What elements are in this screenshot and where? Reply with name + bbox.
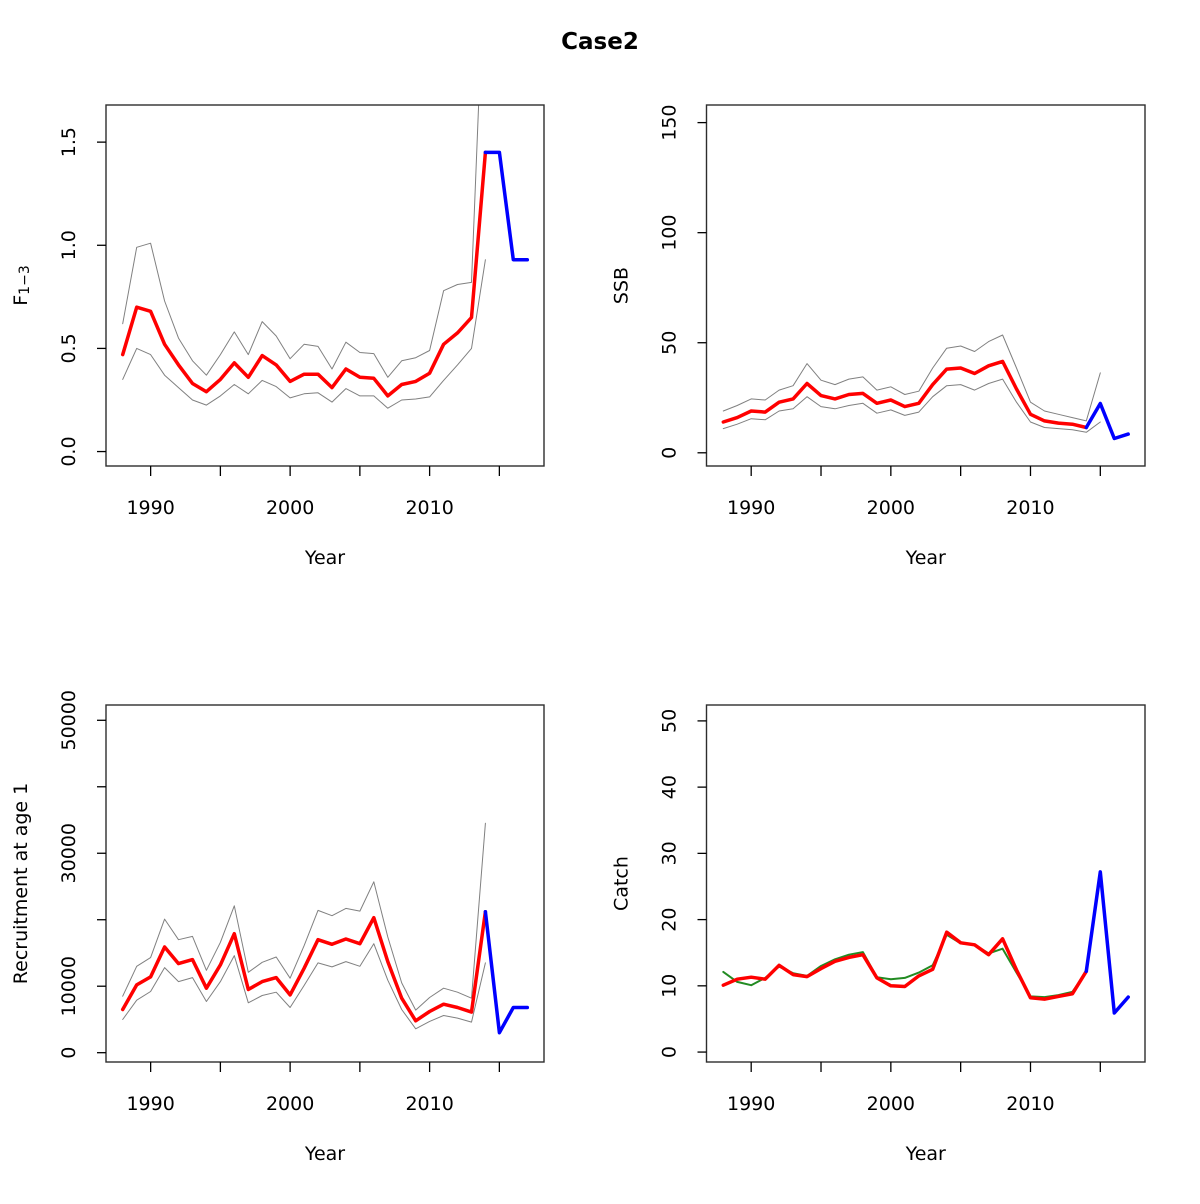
ssb-forecast-line [1084,401,1130,441]
ssb-ytick-label-100: 100 [659,215,681,251]
f13-series-group [120,105,530,409]
ssb-estimate-line [721,359,1089,430]
f13-xlabel: Year [304,547,345,569]
catch-estimate-line [721,930,1089,1001]
ssb-xtick-label-2000: 2000 [867,497,915,519]
recruitment-ci-upper-line [122,822,486,1011]
catch-xtick-label-2000: 2000 [867,1093,915,1115]
ssb-plot-border [705,104,1146,467]
catch-ytick-label-50: 50 [659,709,681,733]
catch-ytick-label-30: 30 [659,841,681,865]
recruitment-ci-lower-line [122,943,486,1030]
recruitment-ytick-label-10000: 10000 [58,956,80,1016]
f13-ytick-label-1: 1.0 [58,230,80,260]
recruitment-ytick-label-50000: 50000 [58,690,80,750]
f13-ytick-label-0: 0.0 [58,436,80,466]
catch-ytick-label-20: 20 [659,908,681,932]
ssb-xlabel: Year [905,547,946,569]
f13-panel: 1990 2000 2010 0.0 0.5 1.0 1.5 Year F1−3 [10,104,545,569]
ssb-ci-upper-line [722,334,1101,422]
catch-ytick-label-40: 40 [659,775,681,799]
f13-ytick-label-0.5: 0.5 [58,333,80,363]
f13-ci-upper-line [122,105,480,378]
catch-ylabel: Catch [611,856,633,911]
f13-ytick-label-1.5: 1.5 [58,127,80,157]
recruitment-series-group [120,822,530,1035]
f13-ci-lower-line [122,259,486,409]
recruitment-xtick-label-2000: 2000 [266,1093,314,1115]
f13-estimate-line [120,150,488,398]
ssb-ytick-label-50: 50 [659,331,681,355]
catch-xtick-label-2010: 2010 [1006,1093,1054,1115]
catch-forecast-line [1084,870,1130,1015]
catch-xlabel: Year [905,1143,946,1165]
f13-plot-border [105,104,545,467]
recruitment-panel: 1990 2000 2010 0 10000 30000 50000 Year Recruitm… [10,690,545,1165]
ssb-xtick-label-2010: 2010 [1006,497,1054,519]
ssb-ytick-label-150: 150 [659,104,681,140]
catch-plot-border [705,704,1146,1063]
ssb-panel: 1990 2000 2010 0 50 100 150 Year SSB [611,104,1146,569]
catch-series-group [721,870,1130,1015]
recruitment-xlabel: Year [304,1143,345,1165]
f13-xtick-label-2010: 2010 [405,497,453,519]
recruitment-estimate-line [120,910,488,1023]
recruitment-xtick-label-1990: 1990 [126,1093,174,1115]
ssb-xtick-label-1990: 1990 [727,497,775,519]
recruitment-plot-border [105,704,545,1063]
catch-ytick-label-0: 0 [659,1046,681,1058]
ssb-series-group [721,334,1130,441]
catch-xtick-label-1990: 1990 [727,1093,775,1115]
f13-ylabel: F1−3 [10,265,33,305]
f13-xtick-label-2000: 2000 [266,497,314,519]
recruitment-xtick-label-2010: 2010 [405,1093,453,1115]
figure-title: Case2 [561,29,639,55]
catch-ytick-label-10: 10 [659,974,681,998]
ssb-ci-lower-line [722,378,1101,433]
recruitment-ylabel: Recruitment at age 1 [10,783,32,984]
ssb-ytick-label-0: 0 [659,447,681,459]
f13-xtick-label-1990: 1990 [126,497,174,519]
recruitment-ytick-label-0: 0 [58,1047,80,1059]
recruitment-forecast-line [483,910,530,1035]
f13-forecast-line [483,150,530,262]
catch-panel: 1990 2000 2010 0 10 20 30 40 50 Year Catch [611,704,1146,1165]
ssb-ylabel: SSB [611,267,633,304]
recruitment-ytick-label-30000: 30000 [58,823,80,883]
